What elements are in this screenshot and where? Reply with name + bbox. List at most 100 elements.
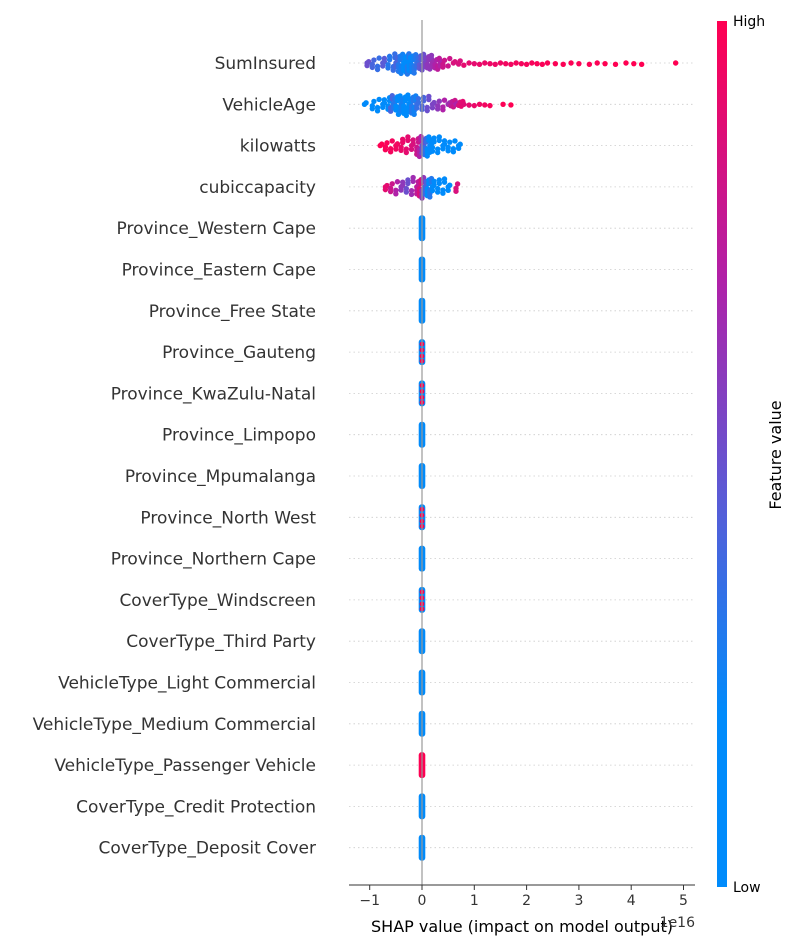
shap-point <box>523 61 530 68</box>
shap-point <box>380 63 386 69</box>
shap-point <box>384 140 390 146</box>
feature-label-covertype-windscreen: CoverType_Windscreen <box>119 591 316 611</box>
shap-point <box>363 100 369 106</box>
x-tick-label: 2 <box>522 893 531 909</box>
shap-point <box>440 107 446 113</box>
shap-point <box>612 61 619 68</box>
shap-point <box>410 137 416 143</box>
shap-point <box>429 105 436 111</box>
shap-point <box>586 61 593 68</box>
shap-point <box>482 60 488 66</box>
shap-point <box>594 60 600 66</box>
shap-point <box>387 188 394 195</box>
feature-points-vehicleage <box>361 92 514 119</box>
shap-point <box>371 57 377 63</box>
feature-rows <box>349 62 695 849</box>
shap-point <box>552 60 559 67</box>
shap-point <box>434 189 441 195</box>
shap-point <box>487 60 493 67</box>
shap-point <box>534 60 540 67</box>
shap-point <box>393 146 399 152</box>
shap-point <box>410 178 416 184</box>
shap-point <box>427 194 433 200</box>
shap-point <box>457 58 463 64</box>
shap-point <box>393 191 399 197</box>
shap-point <box>408 191 415 198</box>
shap-point <box>497 60 504 66</box>
shap-point <box>461 62 467 68</box>
shap-point <box>461 101 467 108</box>
shap-point <box>376 96 382 103</box>
shap-point <box>445 187 451 194</box>
shap-point <box>440 146 446 152</box>
feature-label-covertype-third-party: CoverType_Third Party <box>126 632 316 652</box>
colorbar-high-label: High <box>733 14 765 30</box>
shap-point <box>440 64 446 70</box>
shap-point <box>399 179 406 185</box>
shap-point <box>429 148 436 154</box>
shap-point <box>403 189 410 195</box>
shap-point <box>576 60 582 67</box>
feature-label-province-limpopo: Province_Limpopo <box>162 426 316 446</box>
colorbar-title: Feature value <box>766 400 785 509</box>
shap-point <box>502 60 509 67</box>
shap-point <box>386 53 393 60</box>
shap-point <box>513 60 519 66</box>
shap-point <box>447 139 453 145</box>
feature-label-vehicletype-light-commercial: VehicleType_Light Commercial <box>58 674 316 694</box>
shap-point <box>518 60 525 67</box>
shap-point <box>398 147 404 154</box>
feature-label-province-gauteng: Province_Gauteng <box>162 343 316 363</box>
shap-point <box>431 182 437 188</box>
shap-point <box>445 148 451 154</box>
x-tick-label: −1 <box>359 893 380 909</box>
shap-point <box>436 134 442 140</box>
feature-label-cubiccapacity: cubiccapacity <box>199 178 316 198</box>
shap-point <box>399 136 406 142</box>
shap-point <box>492 61 498 68</box>
shap-point <box>403 112 410 119</box>
shap-point <box>476 61 483 68</box>
shap-point <box>476 101 483 108</box>
shap-point <box>466 102 472 108</box>
shap-point <box>441 138 448 144</box>
shap-point <box>424 107 430 114</box>
shap-point <box>376 55 382 61</box>
feature-label-province-north-west: Province_North West <box>140 508 316 528</box>
shap-point <box>381 55 388 62</box>
shap-point <box>441 97 448 103</box>
feature-points-kilowatts <box>377 133 463 160</box>
shap-point <box>394 141 401 147</box>
shap-point <box>431 139 437 145</box>
feature-label-province-kwazulu-natal: Province_KwaZulu-Natal <box>111 384 316 404</box>
shap-point <box>431 178 437 184</box>
feature-label-province-western-cape: Province_Western Cape <box>117 219 317 239</box>
shap-point <box>371 98 377 105</box>
shap-point <box>482 102 488 108</box>
shap-point <box>369 105 376 112</box>
shap-point <box>374 108 381 114</box>
feature-label-province-eastern-cape: Province_Eastern Cape <box>122 261 316 281</box>
shap-point <box>414 105 420 111</box>
shap-point <box>455 145 462 152</box>
shap-point <box>415 99 422 106</box>
shap-point <box>369 64 376 71</box>
x-tick-label: 3 <box>574 893 583 909</box>
shap-point <box>364 62 370 69</box>
shap-point <box>411 70 417 76</box>
shap-point <box>508 61 514 68</box>
shap-point <box>500 101 506 108</box>
shap-point <box>410 141 416 147</box>
shap-point <box>623 60 629 66</box>
shap-point <box>405 134 411 140</box>
shap-point <box>384 182 390 189</box>
shap-point <box>441 57 448 63</box>
shap-point <box>602 60 608 67</box>
shap-point <box>544 60 551 66</box>
shap-point <box>447 182 453 188</box>
shap-point <box>638 61 645 68</box>
shap-point <box>387 149 394 155</box>
feature-label-vehicletype-passenger-vehicle: VehicleType_Passenger Vehicle <box>54 756 316 776</box>
feature-label-vehicletype-medium-commercial: VehicleType_Medium Commercial <box>33 715 316 735</box>
feature-label-covertype-deposit-cover: CoverType_Deposit Cover <box>99 839 317 859</box>
